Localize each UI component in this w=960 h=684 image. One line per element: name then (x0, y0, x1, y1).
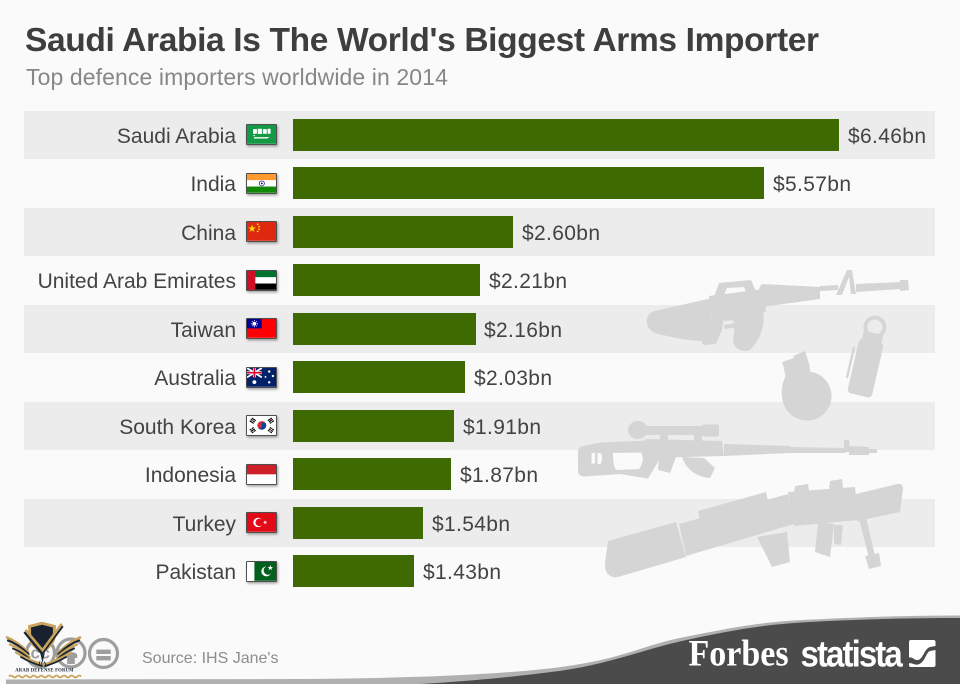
svg-text:DA: DA (38, 661, 46, 667)
svg-text:statista: statista (801, 634, 904, 675)
svg-text:ARAB DEFENSE FORUM: ARAB DEFENSE FORUM (15, 669, 74, 674)
svg-text:Forbes: Forbes (689, 632, 789, 674)
